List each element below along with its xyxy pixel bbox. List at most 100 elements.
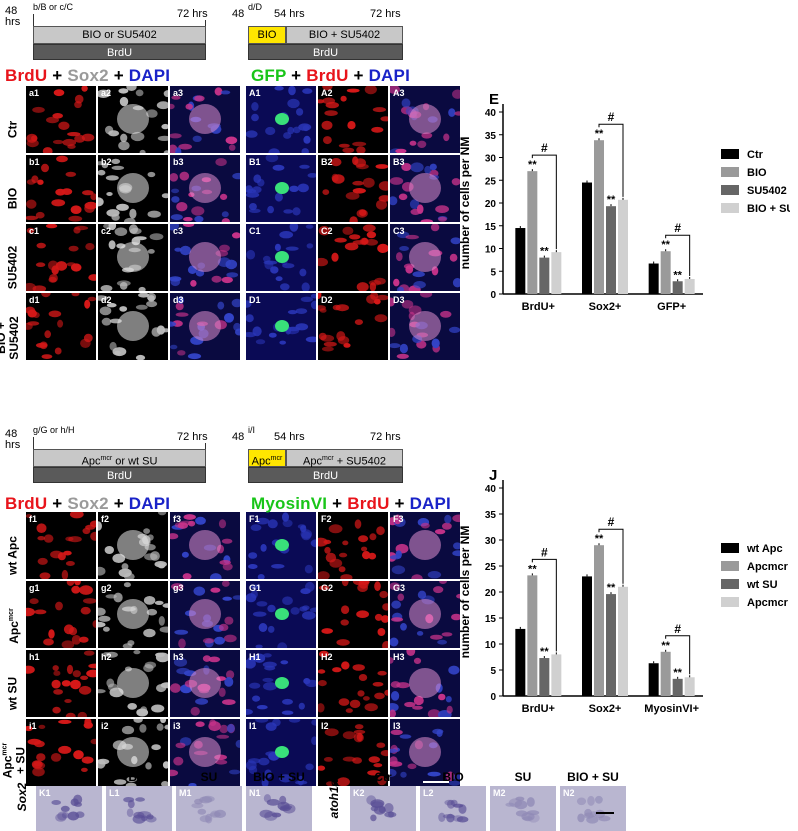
micrograph-a1: a1 [26, 86, 96, 153]
panel-label: I2 [321, 721, 329, 731]
panel-label: D2 [321, 295, 333, 305]
legend-label: wt SU [746, 579, 778, 591]
panel-label: G2 [321, 583, 334, 593]
panel-label: i1 [29, 721, 37, 731]
micrograph-F3: F3 [390, 512, 460, 579]
micrograph-I2: I2 [318, 719, 388, 786]
ish-caption: BIO [128, 770, 150, 784]
bar [582, 576, 592, 696]
panel-label: b2 [101, 157, 112, 167]
x-tick-label: Sox2+ [589, 703, 622, 715]
ish-caption: SU [514, 770, 532, 784]
significance-mark: ** [661, 640, 670, 652]
y-tick-label: 20 [485, 588, 497, 599]
bracket-mark: # [608, 515, 615, 529]
bar [648, 663, 659, 696]
timeline-tag: d/D [248, 2, 263, 12]
legend-label: Ctr [747, 149, 764, 161]
gene-label-right: atoh1a [327, 779, 341, 819]
significance-mark: ** [540, 646, 549, 658]
y-tick-label: 30 [485, 536, 497, 547]
panel-label: c2 [101, 226, 112, 236]
header-dapi: DAPI [409, 494, 451, 513]
micrograph-A2: A2 [318, 86, 388, 153]
x-tick-label: GFP+ [657, 301, 686, 313]
panel-label: H1 [249, 652, 261, 662]
y-axis-label: number of cells per NM [458, 137, 472, 270]
legend-label: SU5402 [747, 185, 787, 197]
timeline-treatment-bar: Apcmcr + SU5402 [286, 449, 403, 468]
header-dapi: DAPI [128, 494, 171, 513]
panel-label: i3 [173, 721, 181, 731]
bar [672, 281, 683, 294]
bracket-mark: # [674, 221, 681, 235]
panel-label: C3 [393, 226, 405, 236]
y-tick-label: 15 [485, 222, 497, 233]
panel-label: c1 [29, 226, 40, 236]
ish-image: M2 [490, 786, 556, 831]
timeline-treatment-bar: BIO + SU5402 [286, 26, 403, 44]
bar [684, 677, 695, 696]
panel-label: M2 [493, 788, 506, 798]
significance-mark: ** [607, 194, 616, 206]
bar [582, 182, 592, 294]
panel-label: B2 [321, 157, 333, 167]
legend-swatch [721, 185, 739, 195]
timeline-mid: 54 hrs [274, 8, 305, 20]
significance-bracket [598, 528, 624, 584]
panel-label: a3 [173, 88, 184, 98]
legend-swatch [721, 543, 739, 553]
panel-label: K1 [39, 788, 51, 798]
micrograph-a2: a2 [98, 86, 168, 153]
panel-label: A2 [321, 88, 333, 98]
header-bottom-right: MyosinVI + BrdU + DAPI [251, 494, 451, 513]
timeline-mid: 54 hrs [274, 431, 305, 443]
panel-label: g1 [29, 583, 40, 593]
micrograph-a3: a3 [170, 86, 240, 153]
row-label-wt-su: wt SU [5, 676, 20, 711]
micrograph-C3: C3 [390, 224, 460, 291]
panel-label: F3 [393, 514, 404, 524]
legend-swatch [721, 561, 739, 571]
row-label-su5402: SU5402 [5, 245, 20, 290]
y-tick-label: 35 [485, 131, 497, 142]
row-label-bio: BIO [5, 187, 20, 210]
panel-label: b1 [29, 157, 40, 167]
y-tick-label: 0 [490, 692, 496, 703]
row-label-apcmcr: Apcmcr [7, 608, 21, 644]
micrograph-A3: A3 [390, 86, 460, 153]
ish-caption: BIO [442, 770, 464, 784]
legend-swatch [721, 597, 739, 607]
panel-label: a2 [101, 88, 112, 98]
panel-label: N2 [563, 788, 575, 798]
significance-mark: ** [595, 128, 604, 140]
timeline-bottom-left: g/G or h/H 48 hrs 72 hrs Apcmcr or wt SU… [5, 423, 235, 483]
y-tick-label: 30 [485, 154, 497, 165]
ish-image: K1 [36, 786, 102, 831]
scale-bar-ish [596, 812, 614, 814]
micrograph-I1: I1 [246, 719, 316, 786]
legend-swatch [721, 203, 739, 213]
panel-label: f3 [173, 514, 182, 524]
bar [539, 257, 550, 294]
panel-label: i2 [101, 721, 109, 731]
header-dapi: DAPI [368, 66, 410, 85]
legend-label: Apcmcr + SU [747, 597, 790, 609]
significance-bracket [531, 558, 557, 652]
panel-label: h2 [101, 652, 112, 662]
panel-label: g2 [101, 583, 112, 593]
panel-label: B3 [393, 157, 405, 167]
timeline-end: 72 hrs [370, 8, 401, 20]
panel-label: h1 [29, 652, 40, 662]
micrograph-f3: f3 [170, 512, 240, 579]
timeline-start: 48 [232, 8, 245, 20]
row-label-ctr: Ctr [5, 120, 20, 139]
micrograph-C2: C2 [318, 224, 388, 291]
y-tick-label: 20 [485, 199, 497, 210]
timeline-start-unit: hrs [5, 16, 21, 28]
panel-label: I1 [249, 721, 257, 731]
scale-bar-line [423, 781, 449, 783]
y-tick-label: 5 [490, 666, 496, 677]
x-tick-label: MyosinVI+ [644, 703, 699, 715]
chart-e: E 0 5 10 15 20 25 30 35 40 number of cells per NM *… [458, 92, 790, 313]
